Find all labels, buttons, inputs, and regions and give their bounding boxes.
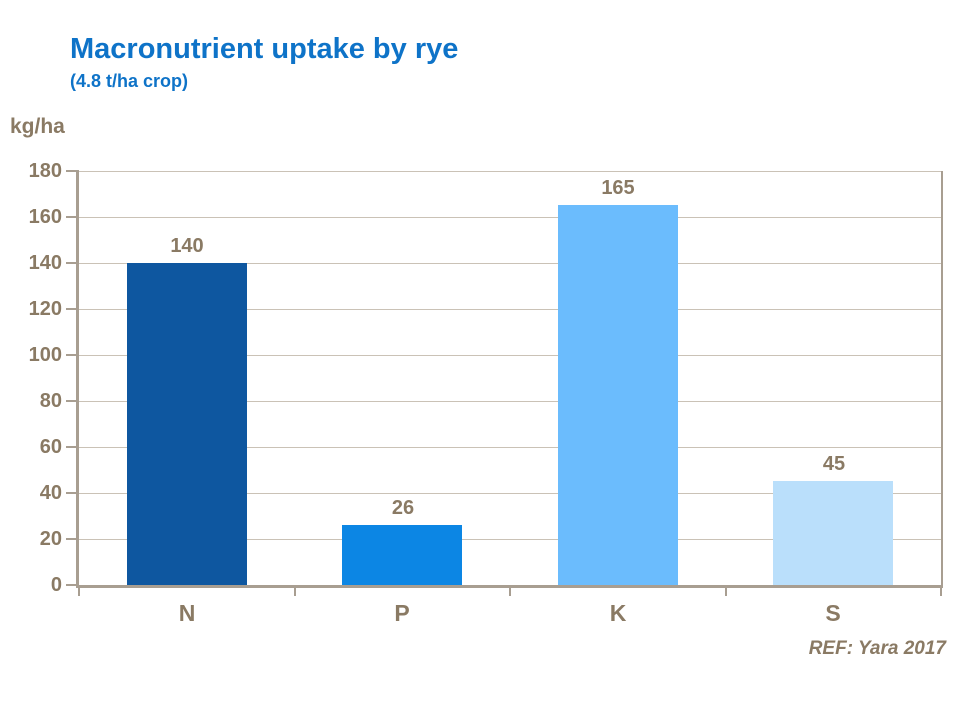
- y-axis-tick-40: [66, 492, 79, 494]
- x-axis-tick-0: [78, 585, 80, 596]
- y-tick-label-140: 140: [28, 252, 62, 274]
- y-tick-label-20: 20: [39, 528, 62, 550]
- gridline-80: [79, 401, 941, 402]
- bar-K: [558, 205, 678, 585]
- y-tick-label-40: 40: [39, 482, 62, 504]
- y-axis-tick-120: [66, 308, 79, 310]
- y-axis-tick-labels: 0 20 40 60 80 100 120 140 160 180: [0, 160, 62, 596]
- y-tick-label-100: 100: [28, 344, 62, 366]
- gridline-180: [79, 171, 941, 172]
- gridline-140: [79, 263, 941, 264]
- y-axis-unit-label: kg/ha: [10, 115, 65, 138]
- plot-area: 140 26 165 45: [66, 170, 943, 596]
- bar-value-label-P: 26: [391, 497, 415, 519]
- gridline-100: [79, 355, 941, 356]
- gridline-40: [79, 493, 941, 494]
- bar-S: [773, 481, 893, 585]
- gridline-60: [79, 447, 941, 448]
- gridline-160: [79, 217, 941, 218]
- x-category-label-N: N: [178, 600, 196, 626]
- y-axis-tick-180: [66, 170, 79, 172]
- reference-text: REF: Yara 2017: [808, 638, 946, 659]
- y-axis-tick-160: [66, 216, 79, 218]
- bar-value-label-K: 165: [601, 177, 635, 199]
- x-axis-tick-2: [509, 585, 511, 596]
- bar-value-label-N: 140: [170, 235, 204, 257]
- gridline-120: [79, 309, 941, 310]
- y-axis-tick-60: [66, 446, 79, 448]
- bar-value-label-S: 45: [822, 453, 846, 475]
- y-axis-tick-100: [66, 354, 79, 356]
- y-tick-label-180: 180: [28, 160, 62, 182]
- chart-title: Macronutrient uptake by rye: [70, 33, 459, 65]
- x-category-label-K: K: [609, 600, 627, 626]
- y-axis-tick-20: [66, 538, 79, 540]
- x-axis-tick-1: [294, 585, 296, 596]
- bar-P: [342, 525, 462, 585]
- bar-N: [127, 263, 247, 585]
- x-axis-tick-3: [725, 585, 727, 596]
- y-tick-label-160: 160: [28, 206, 62, 228]
- chart-subtitle: (4.8 t/ha crop): [70, 71, 189, 91]
- y-tick-label-60: 60: [39, 436, 62, 458]
- gridline-20: [79, 539, 941, 540]
- y-tick-label-120: 120: [28, 298, 62, 320]
- x-axis-tick-4: [940, 585, 942, 596]
- y-tick-label-0: 0: [50, 574, 62, 596]
- x-category-label-S: S: [825, 600, 841, 626]
- y-axis-tick-0: [66, 584, 79, 586]
- x-category-label-P: P: [394, 600, 410, 626]
- y-tick-label-80: 80: [39, 390, 62, 412]
- y-axis-tick-80: [66, 400, 79, 402]
- y-axis-tick-140: [66, 262, 79, 264]
